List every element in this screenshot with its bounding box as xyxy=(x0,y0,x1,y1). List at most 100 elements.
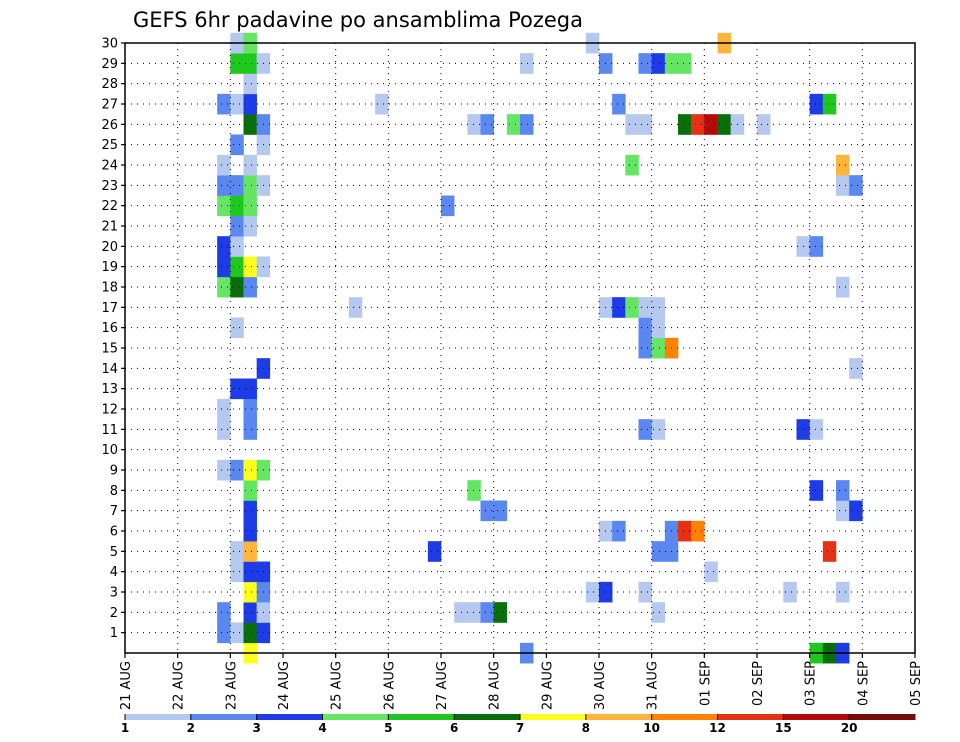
heatmap-cell xyxy=(230,317,244,339)
heatmap-cell xyxy=(493,602,508,623)
heatmap-cell xyxy=(230,53,244,74)
heatmap-cell xyxy=(809,480,824,501)
heatmap-cell xyxy=(678,520,692,542)
heatmap-cell xyxy=(230,195,244,217)
heatmap-cell xyxy=(230,276,244,298)
heatmap-cell xyxy=(678,53,692,74)
heatmap-cell xyxy=(243,419,257,440)
heatmap-cell xyxy=(638,53,652,74)
heatmap-cell xyxy=(612,297,626,318)
heatmap-cell xyxy=(243,520,257,542)
heatmap-cell xyxy=(243,256,257,278)
y-tick-label: 23 xyxy=(101,179,118,194)
heatmap-cell xyxy=(243,215,257,237)
heatmap-cell xyxy=(243,541,257,562)
heatmap-cell xyxy=(651,297,666,318)
y-tick-label: 10 xyxy=(101,443,118,458)
y-tick-label: 19 xyxy=(101,260,118,275)
heatmap-cell xyxy=(217,236,231,257)
heatmap-cell xyxy=(217,256,231,278)
heatmap-cell xyxy=(454,602,468,623)
y-tick-label: 12 xyxy=(101,403,118,418)
heatmap-cell xyxy=(520,53,534,74)
legend-swatch xyxy=(651,714,718,720)
heatmap-cell xyxy=(638,114,652,135)
x-tick-label: 28 AUG xyxy=(488,661,503,710)
heatmap-cell xyxy=(651,317,666,339)
heatmap-cell xyxy=(625,114,639,135)
heatmap-cell xyxy=(638,297,652,318)
heatmap-cell xyxy=(243,195,257,217)
heatmap-cell xyxy=(849,175,863,196)
y-tick-label: 15 xyxy=(101,342,118,357)
legend-swatch xyxy=(454,714,521,720)
heatmap-cell xyxy=(783,581,797,603)
chart-title: GEFS 6hr padavine po ansamblima Pozega xyxy=(133,8,583,32)
y-tick-label: 2 xyxy=(110,606,118,621)
y-tick-label: 17 xyxy=(101,301,118,316)
x-tick-label: 01 SEP xyxy=(698,661,713,706)
heatmap-cell xyxy=(230,93,244,115)
heatmap-cell xyxy=(230,256,244,278)
y-tick-label: 5 xyxy=(110,545,118,560)
heatmap-cell xyxy=(836,175,850,196)
heatmap-cell xyxy=(849,500,863,522)
y-tick-label: 24 xyxy=(101,159,118,174)
y-tick-label: 22 xyxy=(101,199,118,214)
y-tick-label: 6 xyxy=(110,525,118,540)
heatmap-cell xyxy=(217,276,231,298)
x-tick-label: 02 SEP xyxy=(751,661,766,706)
heatmap-cell xyxy=(612,520,626,542)
heatmap-cell xyxy=(243,480,257,501)
heatmap-cell xyxy=(217,154,231,176)
heatmap-cell xyxy=(836,276,850,298)
heatmap-cell xyxy=(217,93,231,115)
heatmap-cell xyxy=(638,317,652,339)
x-tick-label: 21 AUG xyxy=(119,661,134,710)
legend-label: 12 xyxy=(709,721,726,735)
y-tick-label: 28 xyxy=(101,77,118,92)
legend-swatch xyxy=(322,714,389,720)
y-tick-label: 14 xyxy=(101,362,118,377)
legend-swatch xyxy=(585,714,653,720)
x-tick-label: 26 AUG xyxy=(382,661,397,710)
legend-swatch xyxy=(717,714,784,720)
heatmap-cell xyxy=(243,500,257,522)
heatmap-cell xyxy=(651,53,666,74)
heatmap-cell xyxy=(467,114,481,135)
legend-label: 3 xyxy=(252,721,260,735)
heatmap-cell xyxy=(230,378,244,400)
heatmap-cell xyxy=(243,175,257,196)
legend-label: 20 xyxy=(841,721,858,735)
heatmap-cell xyxy=(717,114,731,135)
heatmap-cell xyxy=(217,459,231,481)
heatmap-cell xyxy=(467,602,481,623)
x-tick-label: 03 SEP xyxy=(804,661,819,706)
legend-swatch xyxy=(256,714,323,720)
heatmap-cell xyxy=(243,459,257,481)
legend-swatch xyxy=(125,714,192,720)
heatmap-cell xyxy=(217,398,231,420)
heatmap-cell xyxy=(651,419,666,440)
heatmap-cell xyxy=(217,622,231,644)
y-tick-label: 27 xyxy=(101,98,118,113)
heatmap-cell xyxy=(230,236,244,257)
heatmap-cell xyxy=(480,500,494,522)
y-tick-label: 8 xyxy=(110,484,118,499)
x-axis: 21 AUG 22 AUG 23 AUG 24 AUG 25 AUG 26 AUG 27 A… xyxy=(119,653,924,710)
heatmap-cell xyxy=(638,419,652,440)
heatmap-cell xyxy=(243,53,257,74)
y-tick-label: 18 xyxy=(101,281,118,296)
heatmap-cell xyxy=(230,622,244,644)
heatmap-cell xyxy=(836,500,850,522)
heatmap-cell xyxy=(691,114,705,135)
heatmap-cell xyxy=(809,236,824,257)
y-tick-label: 4 xyxy=(110,565,118,580)
heatmap-cell xyxy=(230,541,244,562)
heatmap-cell xyxy=(836,154,850,176)
heatmap-cell xyxy=(691,520,705,542)
heatmap-cell xyxy=(651,541,666,562)
heatmap-cell xyxy=(638,337,652,359)
legend-label: 5 xyxy=(384,721,392,735)
heatmap-cell xyxy=(230,134,244,156)
